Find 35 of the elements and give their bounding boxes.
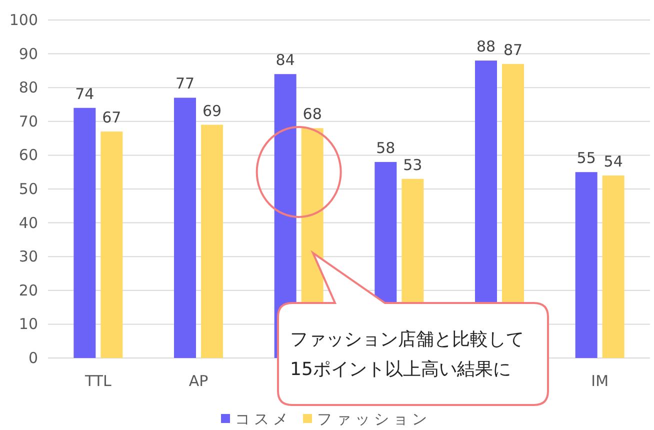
y-tick-label: 90: [18, 44, 38, 63]
y-tick-label: 60: [18, 146, 38, 164]
data-label: 55: [576, 149, 596, 168]
y-tick-label: 100: [9, 11, 38, 29]
y-tick-label: 40: [18, 214, 38, 232]
y-tick-label: 80: [18, 78, 38, 97]
y-tick-label: 70: [18, 112, 38, 130]
data-label: 58: [376, 138, 396, 157]
bar: [74, 108, 96, 358]
data-label: 74: [75, 84, 94, 103]
y-tick-label: 0: [28, 349, 38, 367]
y-tick-label: 30: [18, 248, 38, 266]
data-label: 68: [302, 105, 322, 124]
x-tick-label: AP: [188, 372, 208, 390]
data-label: 69: [202, 102, 222, 120]
y-tick-label: 50: [18, 180, 38, 198]
bar: [575, 172, 598, 358]
x-tick-label: IM: [591, 372, 609, 390]
annotation: ファッション店舗と比較して 15ポイント以上高い結果に: [290, 329, 524, 380]
data-label: 84: [276, 51, 295, 70]
data-label: 54: [604, 152, 623, 170]
data-label: 87: [503, 40, 523, 59]
y-tick-label: 20: [18, 281, 38, 300]
bar: [174, 98, 196, 358]
data-label: 88: [476, 38, 496, 56]
data-label: 77: [175, 74, 195, 93]
data-label: 53: [403, 156, 422, 174]
bar: [201, 124, 223, 358]
data-label: 67: [102, 108, 122, 127]
legend-label: ファッション: [317, 410, 431, 428]
bar: [602, 175, 624, 358]
x-tick-label: TTL: [84, 372, 112, 390]
legend-label: コスメ: [235, 410, 292, 428]
y-tick-label: 10: [18, 315, 38, 334]
bar: [100, 132, 123, 358]
